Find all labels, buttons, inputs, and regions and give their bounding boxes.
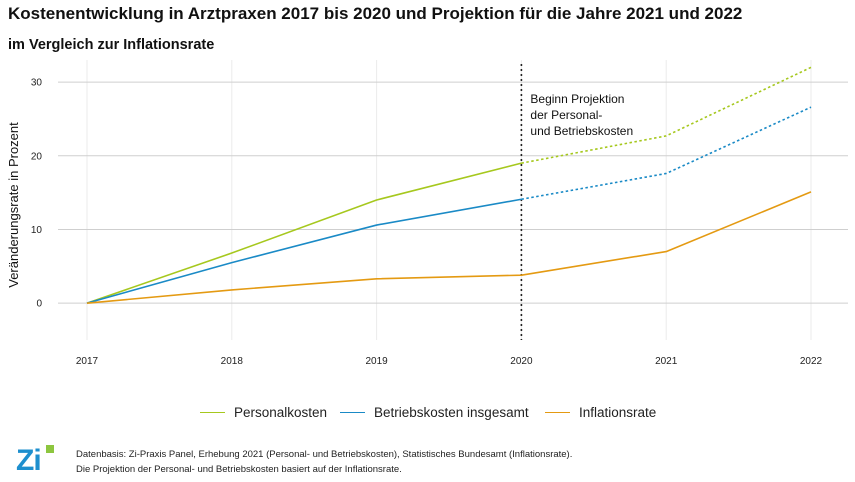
x-tick-label: 2019 [365, 356, 388, 367]
projection-annotation-line: Beginn Projektion [530, 92, 624, 106]
projection-marker: Beginn Projektion der Personal-und Betrie… [520, 64, 633, 340]
legend-item-inflationsrate: Inflationsrate [545, 402, 656, 422]
chart-subtitle: im Vergleich zur Inflationsrate [8, 37, 215, 53]
x-tick-label: 2018 [221, 356, 244, 367]
grid [58, 60, 848, 340]
x-tick-label: 2022 [800, 356, 823, 367]
series-projection-line-1 [521, 106, 812, 201]
legend-label: Inflationsrate [579, 404, 657, 420]
footnote-line-2: Die Projektion der Personal- und Betrieb… [76, 464, 402, 475]
y-tick-label: 10 [31, 225, 43, 236]
line-chart: Beginn Projektion der Personal-und Betrie… [6, 60, 848, 367]
legend-label: Betriebskosten insgesamt [374, 404, 529, 420]
logo-text: Zi [16, 444, 42, 477]
footnote: Datenbasis: Zi-Praxis Panel, Erhebung 20… [76, 447, 572, 477]
series-line-2 [86, 191, 812, 304]
legend-swatch-personalkosten [200, 411, 225, 413]
series-line-1 [86, 198, 522, 304]
projection-annotation-line: der Personal- [530, 108, 602, 122]
legend-swatch-betriebskosten [340, 411, 365, 413]
series-lines [86, 66, 812, 304]
y-tick-label: 30 [31, 78, 43, 89]
x-tick-label: 2020 [510, 356, 533, 367]
series-line-0 [86, 162, 522, 304]
legend-swatch-inflationsrate [545, 411, 570, 413]
tick-labels: 2017 2018 2019 2020 2021 2022 0 10 20 30 [31, 78, 823, 367]
legend-item-betriebskosten: Betriebskosten insgesamt [340, 402, 529, 422]
legend-label: Personalkosten [234, 404, 328, 420]
legend: Personalkosten Betriebskosten insgesamt … [0, 402, 855, 422]
footnote-line-1: Datenbasis: Zi-Praxis Panel, Erhebung 20… [76, 449, 573, 460]
series-projection-line-0 [521, 66, 812, 164]
y-tick-label: 20 [31, 151, 43, 162]
projection-annotation-line: und Betriebskosten [530, 124, 633, 138]
logo-dot [46, 445, 54, 453]
legend-item-personalkosten: Personalkosten [200, 402, 327, 422]
x-tick-label: 2017 [76, 356, 99, 367]
chart-title: Kostenentwicklung in Arztpraxen 2017 bis… [8, 4, 743, 23]
x-tick-label: 2021 [655, 356, 678, 367]
zi-logo-icon: Zi [16, 445, 56, 477]
y-axis-title: Veränderungsrate in Prozent [6, 122, 21, 288]
y-tick-label: 0 [36, 299, 42, 310]
